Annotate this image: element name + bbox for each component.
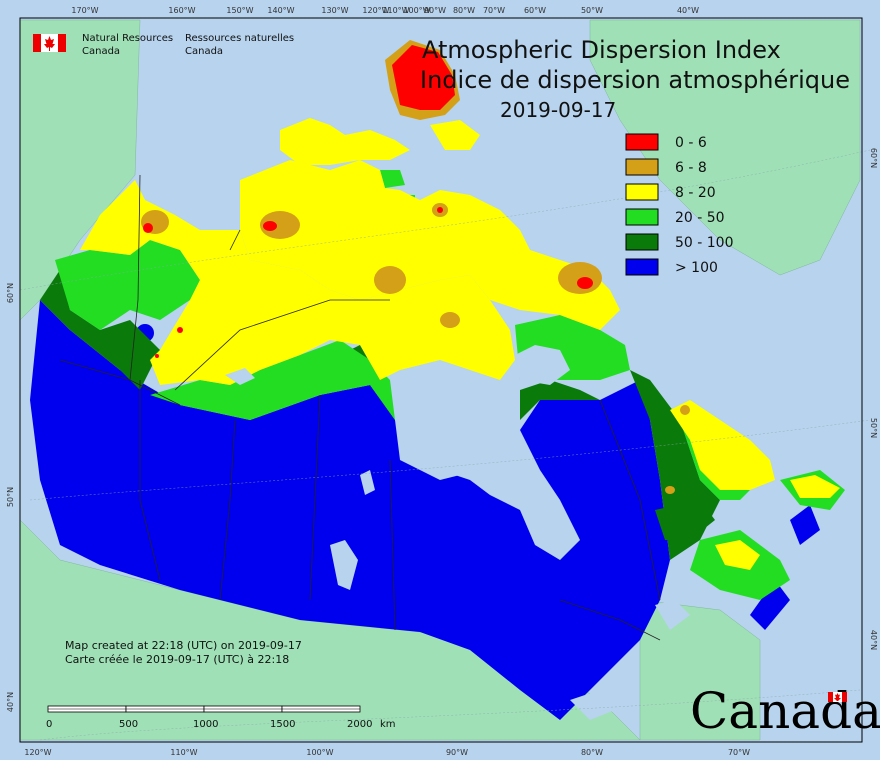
- scale-bar: [47, 705, 361, 713]
- graticule-top-label: 140°W: [267, 6, 294, 15]
- scale-tick-label: 1000: [193, 719, 218, 730]
- nrc-name-fr-1: Ressources naturelles: [185, 33, 294, 44]
- graticule-top-label: 100°W: [403, 6, 430, 15]
- graticule-top-label: 40°W: [677, 6, 699, 15]
- scale-tick-label: 500: [119, 719, 138, 730]
- scale-labels: 0 500 1000 1500 2000 km: [46, 719, 396, 730]
- graticule-top-label: 50°W: [581, 6, 603, 15]
- legend-swatch: [625, 158, 659, 176]
- scale-tick-label: 1500: [270, 719, 295, 730]
- map-frame: [19, 17, 863, 743]
- legend-swatch: [625, 208, 659, 226]
- zone-0-6: [143, 45, 593, 358]
- graticule-labels: 170°W 160°W 150°W 140°W 130°W 120°W110°W100°W…: [6, 6, 878, 757]
- nrc-flag-right-bar: [58, 34, 66, 52]
- wordmark-flag-right: [842, 692, 847, 702]
- graticule-top-label: 170°W: [71, 6, 98, 15]
- map-date: 2019-09-17: [500, 98, 616, 122]
- graticule-right-label: 50°N: [869, 418, 878, 438]
- graticule-bottom-label: 100°W: [306, 748, 333, 757]
- legend-swatch: [625, 133, 659, 151]
- graticule-bottom-label: 110°W: [170, 748, 197, 757]
- maple-leaf-icon: [44, 36, 55, 51]
- nrc-name-en-2: Canada: [82, 46, 120, 57]
- title-fr: Indice de dispersion atmosphérique: [420, 66, 850, 94]
- zone-gt100: [30, 300, 820, 720]
- legend-label: > 100: [675, 260, 718, 276]
- wordmark-maple-leaf-icon: [834, 693, 841, 701]
- graticule-bottom-label: 120°W: [24, 748, 51, 757]
- scale-tick-label: 0: [46, 719, 52, 730]
- legend-label: 8 - 20: [675, 185, 716, 201]
- graticule-top-label: 160°W: [168, 6, 195, 15]
- graticule-top-label: 110°W: [382, 6, 409, 15]
- graticule-top-label: 90°W: [424, 6, 446, 15]
- graticule-top-label: 120°W: [362, 6, 389, 15]
- title-en: Atmospheric Dispersion Index: [422, 36, 781, 64]
- graticule-top-label: 150°W: [226, 6, 253, 15]
- canada-wordmark: Canada: [690, 682, 880, 740]
- nrc-name-en-1: Natural Resources: [82, 33, 173, 44]
- graticule-bottom-label: 80°W: [581, 748, 603, 757]
- legend-swatch: [625, 183, 659, 201]
- nrc-logo: [33, 34, 66, 52]
- graticule-right-label: 60°N: [869, 148, 878, 168]
- graticule-top-label: 80°W: [453, 6, 475, 15]
- graticule-bottom-label: 90°W: [446, 748, 468, 757]
- scale-tick-label: 2000: [347, 719, 372, 730]
- surrounding-land: [19, 19, 861, 741]
- graticule-right-label: 40°N: [869, 630, 878, 650]
- scale-unit: km: [380, 719, 396, 730]
- wordmark-flag-icon: [828, 692, 847, 702]
- graticule-top-label: 70°W: [483, 6, 505, 15]
- legend-swatch: [625, 233, 659, 251]
- legend: 0 - 6 6 - 8 8 - 20 20 - 50 50 - 100 > 100: [625, 133, 734, 276]
- graticule-left-label: 50°N: [6, 487, 15, 507]
- boundaries: [59, 174, 661, 641]
- graticule-left-label: 60°N: [6, 283, 15, 303]
- legend-label: 6 - 8: [675, 160, 707, 176]
- graticule-left-label: 40°N: [6, 692, 15, 712]
- legend-label: 0 - 6: [675, 135, 707, 151]
- created-en: Map created at 22:18 (UTC) on 2019-09-17: [65, 639, 302, 652]
- created-fr: Carte créée le 2019-09-17 (UTC) à 22:18: [65, 653, 289, 666]
- graticule-top-label: 60°W: [524, 6, 546, 15]
- legend-swatch: [625, 258, 659, 276]
- nrc-name-fr-2: Canada: [185, 46, 223, 57]
- graticule-bottom-label: 70°W: [728, 748, 750, 757]
- graticule: [19, 149, 871, 741]
- legend-label: 20 - 50: [675, 210, 725, 226]
- graticule-top-label: 130°W: [321, 6, 348, 15]
- legend-label: 50 - 100: [675, 235, 734, 251]
- zone-8-20: [80, 118, 840, 570]
- nrc-flag-left-bar: [33, 34, 41, 52]
- water-bodies: [225, 345, 690, 720]
- wordmark-flag-left: [828, 692, 833, 702]
